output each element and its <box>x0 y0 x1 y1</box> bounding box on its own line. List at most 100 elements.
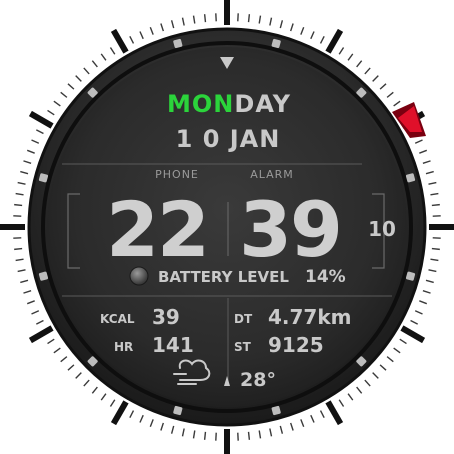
major-tick <box>28 110 54 129</box>
time-hours: 22 <box>106 185 208 274</box>
minor-tick <box>83 379 90 387</box>
minor-tick <box>289 422 294 431</box>
minor-tick <box>192 430 196 439</box>
minor-tick <box>393 100 401 107</box>
bezel-inner-edge <box>41 41 413 413</box>
minor-tick <box>419 149 428 154</box>
bezel-marker <box>405 271 416 281</box>
major-tick <box>110 400 129 426</box>
minor-tick <box>319 410 325 418</box>
bottom-marker-icon <box>224 376 230 386</box>
minor-tick <box>428 181 437 185</box>
minor-tick <box>139 414 144 423</box>
minor-tick <box>14 203 23 207</box>
minor-tick <box>170 20 175 29</box>
minor-tick <box>26 149 35 154</box>
minor-tick <box>430 258 439 262</box>
minor-tick <box>258 15 262 24</box>
minor-tick <box>23 289 32 294</box>
minor-tick <box>83 67 90 75</box>
bezel-marker <box>38 173 49 183</box>
dt-value: 4.77km <box>268 305 352 329</box>
minor-tick <box>60 91 68 98</box>
minor-tick <box>192 15 196 24</box>
minor-tick <box>364 379 371 387</box>
bezel-marker <box>87 87 98 98</box>
minor-tick <box>181 17 185 26</box>
minor-tick <box>17 181 26 185</box>
minor-tick <box>425 170 434 175</box>
minor-tick <box>379 364 387 371</box>
battery-value: 14% <box>305 267 346 287</box>
minor-tick <box>149 419 154 428</box>
bezel-marker <box>173 38 183 49</box>
minor-tick <box>47 338 55 345</box>
bezel-marker <box>356 356 367 367</box>
minor-tick <box>47 109 55 116</box>
minor-tick <box>386 356 394 363</box>
major-tick <box>110 28 129 54</box>
minor-tick <box>310 414 315 423</box>
minor-tick <box>364 67 371 75</box>
battery-label: BATTERY LEVEL <box>158 268 289 286</box>
minor-tick <box>269 428 273 437</box>
minor-tick <box>310 31 315 40</box>
minor-tick <box>15 192 24 196</box>
minor-tick <box>60 356 68 363</box>
minor-tick <box>75 372 82 379</box>
minor-tick <box>356 386 363 394</box>
minor-tick <box>75 75 82 82</box>
minor-tick <box>422 289 431 294</box>
minor-tick <box>100 53 107 61</box>
minor-tick <box>300 26 305 35</box>
minor-tick <box>20 279 29 284</box>
minor-tick <box>428 269 437 273</box>
minor-tick <box>139 31 144 40</box>
minor-tick <box>247 14 251 23</box>
bracket-left <box>67 193 80 269</box>
minor-tick <box>414 310 423 315</box>
minor-tick <box>410 319 418 325</box>
kcal-value: 39 <box>152 305 180 329</box>
minor-tick <box>17 269 26 273</box>
dial <box>47 47 407 407</box>
bezel-marker <box>173 405 183 416</box>
minor-tick <box>258 430 262 439</box>
alarm-label: ALARM <box>250 168 294 181</box>
temperature-value: 28° <box>240 369 276 391</box>
minor-tick <box>31 310 40 315</box>
date-text: 1 0 JAN <box>176 125 281 153</box>
minor-tick <box>20 170 29 175</box>
minor-tick <box>347 53 354 61</box>
minor-tick <box>431 247 440 251</box>
major-tick <box>325 400 344 426</box>
cloud-wind-icon <box>173 359 211 385</box>
battery-indicator-icon <box>129 266 149 286</box>
minor-tick <box>414 139 423 144</box>
phone-label: PHONE <box>155 168 199 181</box>
minor-tick <box>15 258 24 262</box>
minor-tick <box>149 26 154 35</box>
minor-tick <box>399 338 407 345</box>
bezel-marker <box>271 38 281 49</box>
minor-tick <box>53 347 61 354</box>
time-minutes: 39 <box>239 185 341 274</box>
dt-label: DT <box>234 312 253 326</box>
minor-tick <box>379 83 387 90</box>
minor-tick <box>356 60 363 68</box>
minor-tick <box>269 17 273 26</box>
minor-tick <box>91 60 98 68</box>
time-seconds: 10 <box>368 217 396 241</box>
minor-tick <box>109 47 116 55</box>
major-tick <box>400 325 426 344</box>
minor-tick <box>14 247 23 251</box>
major-tick <box>325 28 344 54</box>
minor-tick <box>160 422 165 431</box>
bezel-marker <box>405 173 416 183</box>
st-label: ST <box>234 340 252 354</box>
minor-tick <box>347 393 354 401</box>
minor-tick <box>36 129 44 135</box>
minor-tick <box>372 75 379 82</box>
